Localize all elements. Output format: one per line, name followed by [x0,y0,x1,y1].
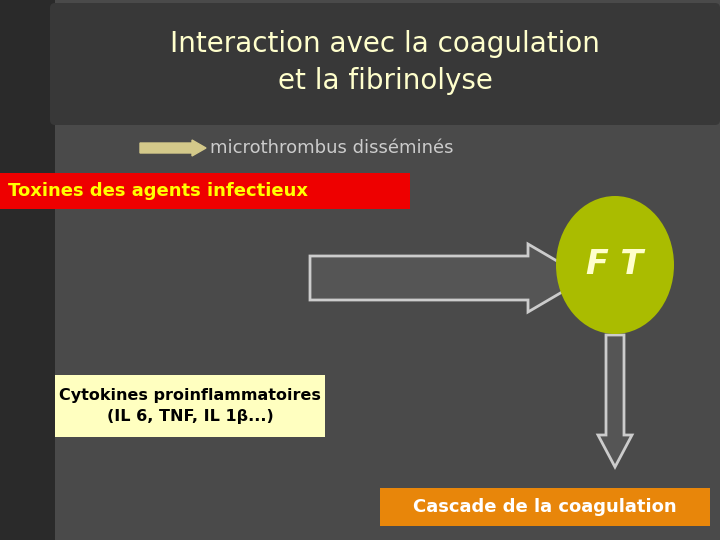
FancyBboxPatch shape [55,375,325,437]
FancyBboxPatch shape [0,0,55,540]
Text: F T: F T [586,248,644,281]
Text: Cytokines proinflammatoires
(IL 6, TNF, IL 1β...): Cytokines proinflammatoires (IL 6, TNF, … [59,388,321,424]
Text: Cascade de la coagulation: Cascade de la coagulation [413,498,677,516]
Text: microthrombus disséminés: microthrombus disséminés [210,139,454,157]
FancyBboxPatch shape [380,488,710,526]
FancyArrow shape [598,335,632,467]
FancyArrow shape [140,140,206,156]
Text: Interaction avec la coagulation
et la fibrinolyse: Interaction avec la coagulation et la fi… [170,30,600,95]
FancyBboxPatch shape [50,3,720,125]
FancyArrow shape [310,244,586,312]
FancyBboxPatch shape [0,173,410,209]
Ellipse shape [556,196,674,334]
Text: Toxines des agents infectieux: Toxines des agents infectieux [8,182,308,200]
